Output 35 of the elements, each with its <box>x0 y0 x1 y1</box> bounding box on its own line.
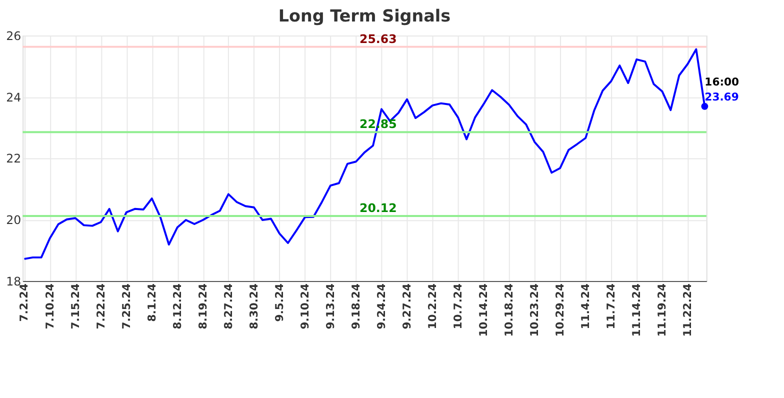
x-tick-label: 9.13.24 <box>324 283 337 330</box>
ref-line-label: 25.63 <box>360 32 397 46</box>
annotation: 16:00 <box>704 76 740 89</box>
x-tick-label: 8.30.24 <box>247 283 260 330</box>
x-tick-label: 11.22.24 <box>681 283 694 337</box>
x-tick-label: 11.7.24 <box>604 283 618 330</box>
chart-title: Long Term Signals <box>278 6 451 26</box>
x-tick-label: 9.5.24 <box>272 283 286 322</box>
x-tick-label: 9.24.24 <box>374 283 388 330</box>
x-tick-label: 10.29.24 <box>554 283 567 337</box>
ref-line-label: 20.12 <box>360 201 397 216</box>
x-tick-label: 7.10.24 <box>43 283 56 330</box>
x-tick-label: 10.2.24 <box>426 283 439 330</box>
x-tick-label: 9.18.24 <box>349 283 362 330</box>
data-label: 23.69 <box>704 90 739 104</box>
y-tick-label: 20 <box>6 213 22 228</box>
x-tick-label: 9.10.24 <box>298 283 312 330</box>
x-tick-label: 8.1.24 <box>145 283 158 322</box>
x-tick-label: 8.19.24 <box>196 283 210 330</box>
x-tick-label: 10.18.24 <box>502 283 516 337</box>
x-tick-label: 10.23.24 <box>528 283 542 337</box>
x-tick-label: 9.27.24 <box>400 283 414 330</box>
x-tick-label: 8.12.24 <box>170 283 184 330</box>
y-tick-label: 22 <box>6 152 22 166</box>
x-tick-label: 7.25.24 <box>120 283 133 330</box>
x-tick-label: 11.19.24 <box>656 283 669 337</box>
y-tick-label: 26 <box>6 28 22 43</box>
x-tick-label: 11.4.24 <box>579 283 592 330</box>
x-tick-label: 7.15.24 <box>68 283 82 330</box>
y-tick-label: 24 <box>6 90 22 104</box>
x-tick-label: 8.27.24 <box>222 283 235 330</box>
x-tick-label: 7.22.24 <box>94 283 108 330</box>
x-tick-label: 10.14.24 <box>477 283 490 337</box>
x-tick-label: 11.14.24 <box>630 283 644 337</box>
x-tick-label: 10.7.24 <box>451 283 464 330</box>
